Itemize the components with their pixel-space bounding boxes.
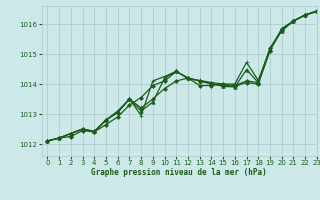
- X-axis label: Graphe pression niveau de la mer (hPa): Graphe pression niveau de la mer (hPa): [91, 168, 267, 177]
